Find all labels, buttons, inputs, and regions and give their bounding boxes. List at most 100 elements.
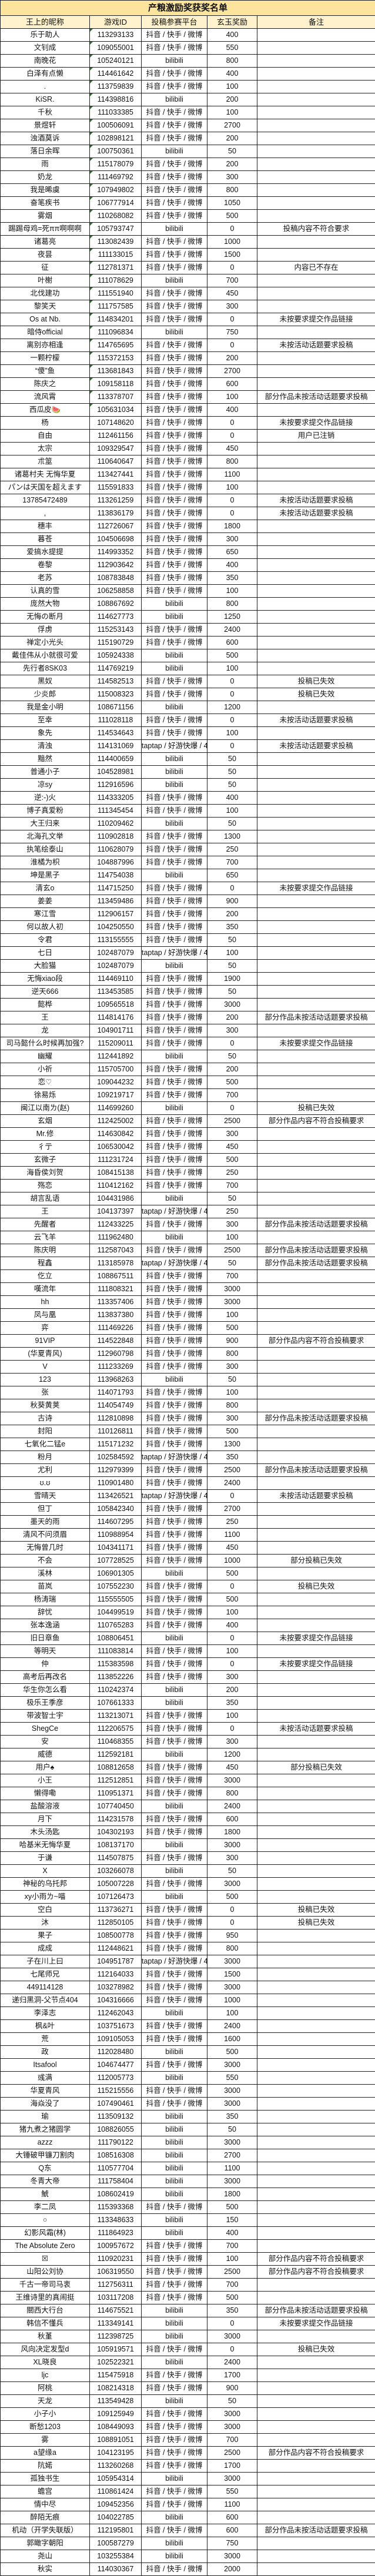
platform-cell[interactable]: 抖音 / 快手 / 微博 [141, 2278, 207, 2292]
nickname-cell[interactable]: 神秘的乌托邦 [0, 1877, 90, 1891]
reward-cell[interactable]: 1800 [207, 520, 257, 533]
reward-cell[interactable]: 100 [207, 1606, 257, 1619]
notes-cell[interactable] [257, 1024, 375, 1037]
game-id-cell[interactable]: 110640647 [89, 455, 142, 468]
game-id-cell[interactable]: 109452356 [89, 2498, 142, 2511]
platform-cell[interactable]: 抖音 / 快手 / 微博 [141, 1334, 207, 1348]
game-id-cell[interactable]: 105842340 [89, 1502, 142, 1516]
game-id-cell[interactable]: 113261259 [89, 494, 142, 507]
nickname-cell[interactable]: 彧满 [0, 2071, 90, 2085]
game-id-cell[interactable]: 104528981 [89, 765, 142, 779]
platform-cell[interactable]: bilibili [141, 93, 207, 106]
notes-cell[interactable] [257, 1153, 375, 1167]
reward-cell[interactable]: 0 [207, 1580, 257, 1593]
notes-cell[interactable]: 未按活动话题要求投稿 [257, 713, 375, 727]
nickname-cell[interactable]: 凉sy [0, 778, 90, 792]
nickname-cell[interactable]: 陈庆之 [0, 377, 90, 391]
nickname-cell[interactable]: 大王归来 [0, 817, 90, 830]
platform-cell[interactable]: bilibili [141, 1838, 207, 1852]
nickname-cell[interactable]: 黯然 [0, 752, 90, 766]
notes-cell[interactable] [257, 2200, 375, 2214]
nickname-cell[interactable]: 郭瞰字朝阳 [0, 2537, 90, 2550]
notes-cell[interactable] [257, 584, 375, 598]
game-id-cell[interactable]: 113427441 [89, 468, 142, 481]
game-id-cell[interactable]: 115475918 [89, 2369, 142, 2382]
platform-cell[interactable]: 抖音 / 快手 / 微博 [141, 804, 207, 818]
reward-cell[interactable]: 1100 [207, 2498, 257, 2511]
platform-cell[interactable]: bilibili [141, 959, 207, 973]
platform-cell[interactable]: taptap / 好游快爆 / 4399 [141, 1205, 207, 1218]
notes-cell[interactable] [257, 2175, 375, 2188]
notes-cell[interactable] [257, 1386, 375, 1399]
game-id-cell[interactable]: 114398816 [89, 93, 142, 106]
notes-cell[interactable] [257, 93, 375, 106]
platform-cell[interactable]: 抖音 / 快手 / 微博 [141, 1994, 207, 2007]
platform-cell[interactable]: 抖音 / 快手 / 微博 [141, 558, 207, 572]
notes-cell[interactable] [257, 2045, 375, 2059]
platform-cell[interactable]: 抖音 / 快手 / 微博 [141, 416, 207, 430]
platform-cell[interactable]: 抖音 / 快手 / 微博 [141, 1412, 207, 1425]
nickname-cell[interactable]: 少炎郎 [0, 688, 90, 701]
game-id-cell[interactable]: 108812658 [89, 1761, 142, 1774]
notes-cell[interactable] [257, 2407, 375, 2421]
notes-cell[interactable] [257, 1838, 375, 1852]
reward-cell[interactable]: 550 [207, 41, 257, 55]
reward-cell[interactable]: 2400 [207, 2356, 257, 2369]
nickname-cell[interactable]: 何以故人初 [0, 920, 90, 934]
reward-cell[interactable]: 3000 [207, 1838, 257, 1852]
game-id-cell[interactable]: 112164033 [89, 1968, 142, 1981]
nickname-cell[interactable]: 断愁1203 [0, 2420, 90, 2434]
game-id-cell[interactable]: 111133015 [89, 248, 142, 262]
reward-cell[interactable]: 2700 [207, 119, 257, 132]
platform-cell[interactable]: 抖音 / 快手 / 微博 [141, 856, 207, 869]
nickname-cell[interactable]: 无悔xiao段 [0, 972, 90, 986]
game-id-cell[interactable]: 104137397 [89, 1205, 142, 1218]
platform-cell[interactable]: 抖音 / 快手 / 微博 [141, 403, 207, 417]
notes-cell[interactable] [257, 895, 375, 908]
reward-cell[interactable]: 0 [207, 507, 257, 520]
game-id-cell[interactable]: 114675521 [89, 2304, 142, 2317]
notes-cell[interactable] [257, 1399, 375, 1412]
platform-cell[interactable]: bilibili [141, 2110, 207, 2123]
notes-cell[interactable] [257, 2239, 375, 2253]
reward-cell[interactable]: 1100 [207, 468, 257, 481]
notes-cell[interactable] [257, 597, 375, 611]
reward-cell[interactable]: 2500 [207, 1244, 257, 1257]
nickname-cell[interactable]: 博子真爱粉 [0, 804, 90, 818]
platform-cell[interactable]: 抖音 / 快手 / 微博 [141, 1541, 207, 1555]
game-id-cell[interactable]: 104674477 [89, 2058, 142, 2072]
platform-cell[interactable]: bilibili [141, 649, 207, 662]
reward-cell[interactable]: 0 [207, 2343, 257, 2356]
notes-cell[interactable]: 未按活动话题要求投稿 [257, 739, 375, 753]
game-id-cell[interactable]: 115178079 [89, 158, 142, 171]
reward-cell[interactable]: 100 [207, 1709, 257, 1723]
nickname-cell[interactable]: 海焱没了 [0, 2097, 90, 2111]
notes-cell[interactable] [257, 649, 375, 662]
nickname-cell[interactable]: 华夏青风 [0, 2084, 90, 2098]
game-id-cell[interactable]: 107126473 [89, 1890, 142, 1904]
game-id-cell[interactable]: 112206575 [89, 1722, 142, 1736]
platform-cell[interactable]: 抖音 / 快手 / 微博 [141, 183, 207, 197]
game-id-cell[interactable]: 111033385 [89, 106, 142, 119]
nickname-cell[interactable]: 千古一帝司马衷 [0, 2278, 90, 2292]
platform-cell[interactable]: 抖音 / 快手 / 微博 [141, 1619, 207, 1632]
platform-cell[interactable]: bilibili [141, 1050, 207, 1063]
notes-cell[interactable] [257, 442, 375, 455]
game-id-cell[interactable]: 106530042 [89, 1140, 142, 1154]
game-id-cell[interactable]: 111469226 [89, 1321, 142, 1335]
platform-cell[interactable]: bilibili [141, 701, 207, 714]
game-id-cell[interactable]: 108867511 [89, 1269, 142, 1283]
nickname-cell[interactable]: 至幸 [0, 713, 90, 727]
notes-cell[interactable]: 未按活动话题要求投稿 [257, 1489, 375, 1503]
platform-cell[interactable]: bilibili [141, 1101, 207, 1115]
reward-cell[interactable]: 100 [207, 946, 257, 960]
reward-cell[interactable]: 1300 [207, 1438, 257, 1451]
game-id-cell[interactable]: 113759839 [89, 80, 142, 93]
nickname-cell[interactable]: 闽江以南ㄌ(赵) [0, 1101, 90, 1115]
game-id-cell[interactable]: 113155555 [89, 933, 142, 947]
nickname-cell[interactable]: 李二凤 [0, 2200, 90, 2214]
reward-cell[interactable]: 2500 [207, 2265, 257, 2279]
notes-cell[interactable] [257, 235, 375, 249]
game-id-cell[interactable]: 112592181 [89, 1748, 142, 1761]
game-id-cell[interactable]: 113426521 [89, 1489, 142, 1503]
